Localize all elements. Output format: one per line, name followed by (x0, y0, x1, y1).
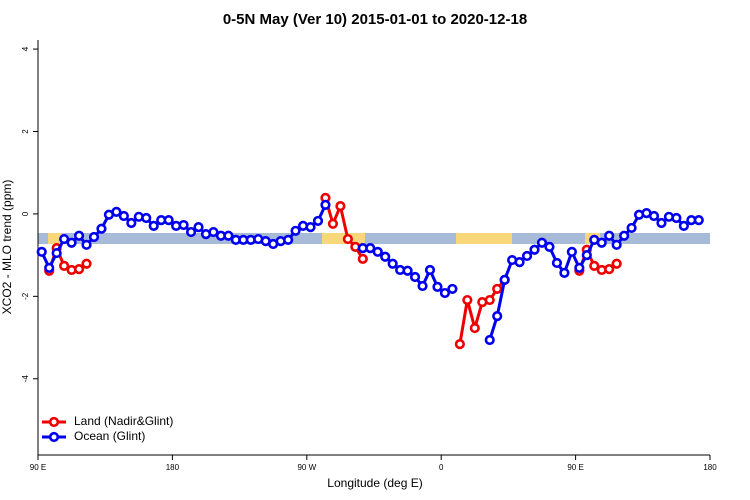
data-point (380, 251, 391, 262)
data-point (81, 239, 92, 250)
data-point (484, 334, 495, 346)
data-point (59, 233, 70, 245)
data-point (178, 219, 189, 231)
data-point (51, 247, 62, 259)
data-point (671, 212, 682, 224)
data-point (492, 283, 503, 295)
y-tick-label: -4 (21, 375, 30, 383)
data-point (283, 234, 294, 245)
data-point (118, 210, 129, 222)
data-point (81, 258, 92, 269)
ocean-band (38, 233, 710, 244)
data-point (626, 222, 637, 234)
data-point (514, 257, 525, 268)
data-point (73, 264, 85, 275)
y-tick-label: 0 (21, 211, 30, 216)
y-axis-label: XCO2 - MLO trend (ppm) (0, 180, 14, 315)
y-tick-label: -2 (21, 292, 30, 300)
data-point (305, 222, 316, 233)
data-point (611, 239, 622, 250)
land-band (456, 233, 512, 244)
data-point (619, 230, 630, 241)
legend-label: Land (Nadir&Glint) (74, 414, 173, 428)
data-point (320, 199, 331, 210)
data-point (126, 217, 137, 229)
data-point (462, 294, 473, 306)
y-tick-label: 4 (21, 46, 30, 51)
data-point (678, 220, 689, 231)
data-point (372, 246, 383, 257)
data-point (439, 287, 451, 299)
data-point (544, 241, 555, 252)
chart-title: 0-5N May (Ver 10) 2015-01-01 to 2020-12-… (223, 11, 527, 28)
data-point (342, 233, 353, 245)
data-point (111, 206, 122, 217)
data-point (648, 210, 660, 222)
data-point (387, 258, 398, 269)
data-point (596, 237, 607, 248)
data-point (589, 260, 600, 271)
data-point (44, 262, 55, 273)
data-point (417, 280, 428, 292)
legend-label: Ocean (Glint) (74, 429, 145, 443)
x-tick-label: 90 W (297, 463, 316, 472)
data-point (521, 250, 533, 262)
data-point (409, 271, 421, 283)
data-point (141, 212, 152, 224)
data-point (357, 253, 368, 264)
data-point (290, 225, 301, 236)
data-point (469, 322, 480, 334)
series (36, 199, 704, 346)
data-point (96, 223, 107, 234)
x-tick-label: 0 (439, 463, 444, 472)
data-point (559, 267, 570, 278)
data-point (148, 220, 159, 231)
legend-marker (48, 431, 60, 443)
data-point (432, 281, 443, 292)
data-point (402, 265, 413, 276)
x-tick-label: 90 E (567, 463, 583, 472)
data-point (529, 244, 540, 255)
data-point (312, 215, 324, 227)
x-tick-label: 90 E (30, 463, 46, 472)
data-point (581, 250, 592, 261)
x-tick-label: 180 (703, 463, 717, 472)
land-band (48, 233, 62, 244)
series (44, 192, 622, 350)
data-point (365, 243, 376, 254)
data-point (335, 200, 346, 212)
data-point (551, 257, 563, 269)
legend: Land (Nadir&Glint)Ocean (Glint) (42, 414, 173, 443)
data-point (88, 231, 100, 243)
data-point (454, 339, 465, 350)
data-point (163, 214, 174, 226)
data-point (59, 260, 70, 271)
x-axis-label: Longitude (deg E) (327, 476, 422, 490)
data-point (73, 230, 85, 241)
data-point (604, 264, 615, 275)
data-point (492, 311, 503, 322)
data-point (566, 246, 577, 257)
data-point (223, 230, 234, 241)
legend-marker (48, 416, 60, 428)
data-point (208, 226, 219, 238)
data-point (327, 218, 339, 229)
data-point (536, 237, 548, 248)
data-point (656, 217, 667, 229)
data-point (574, 262, 585, 273)
data-point (693, 214, 704, 226)
x-tick-label: 180 (166, 463, 180, 472)
data-point (36, 246, 47, 257)
data-point (604, 230, 615, 241)
data-point (447, 283, 458, 295)
data-point (193, 222, 204, 233)
data-point (611, 258, 622, 269)
data-point (185, 226, 197, 238)
y-tick-label: 2 (21, 129, 30, 134)
data-point (484, 294, 495, 306)
data-point (66, 237, 77, 248)
data-point (499, 274, 510, 285)
data-point (424, 264, 436, 276)
